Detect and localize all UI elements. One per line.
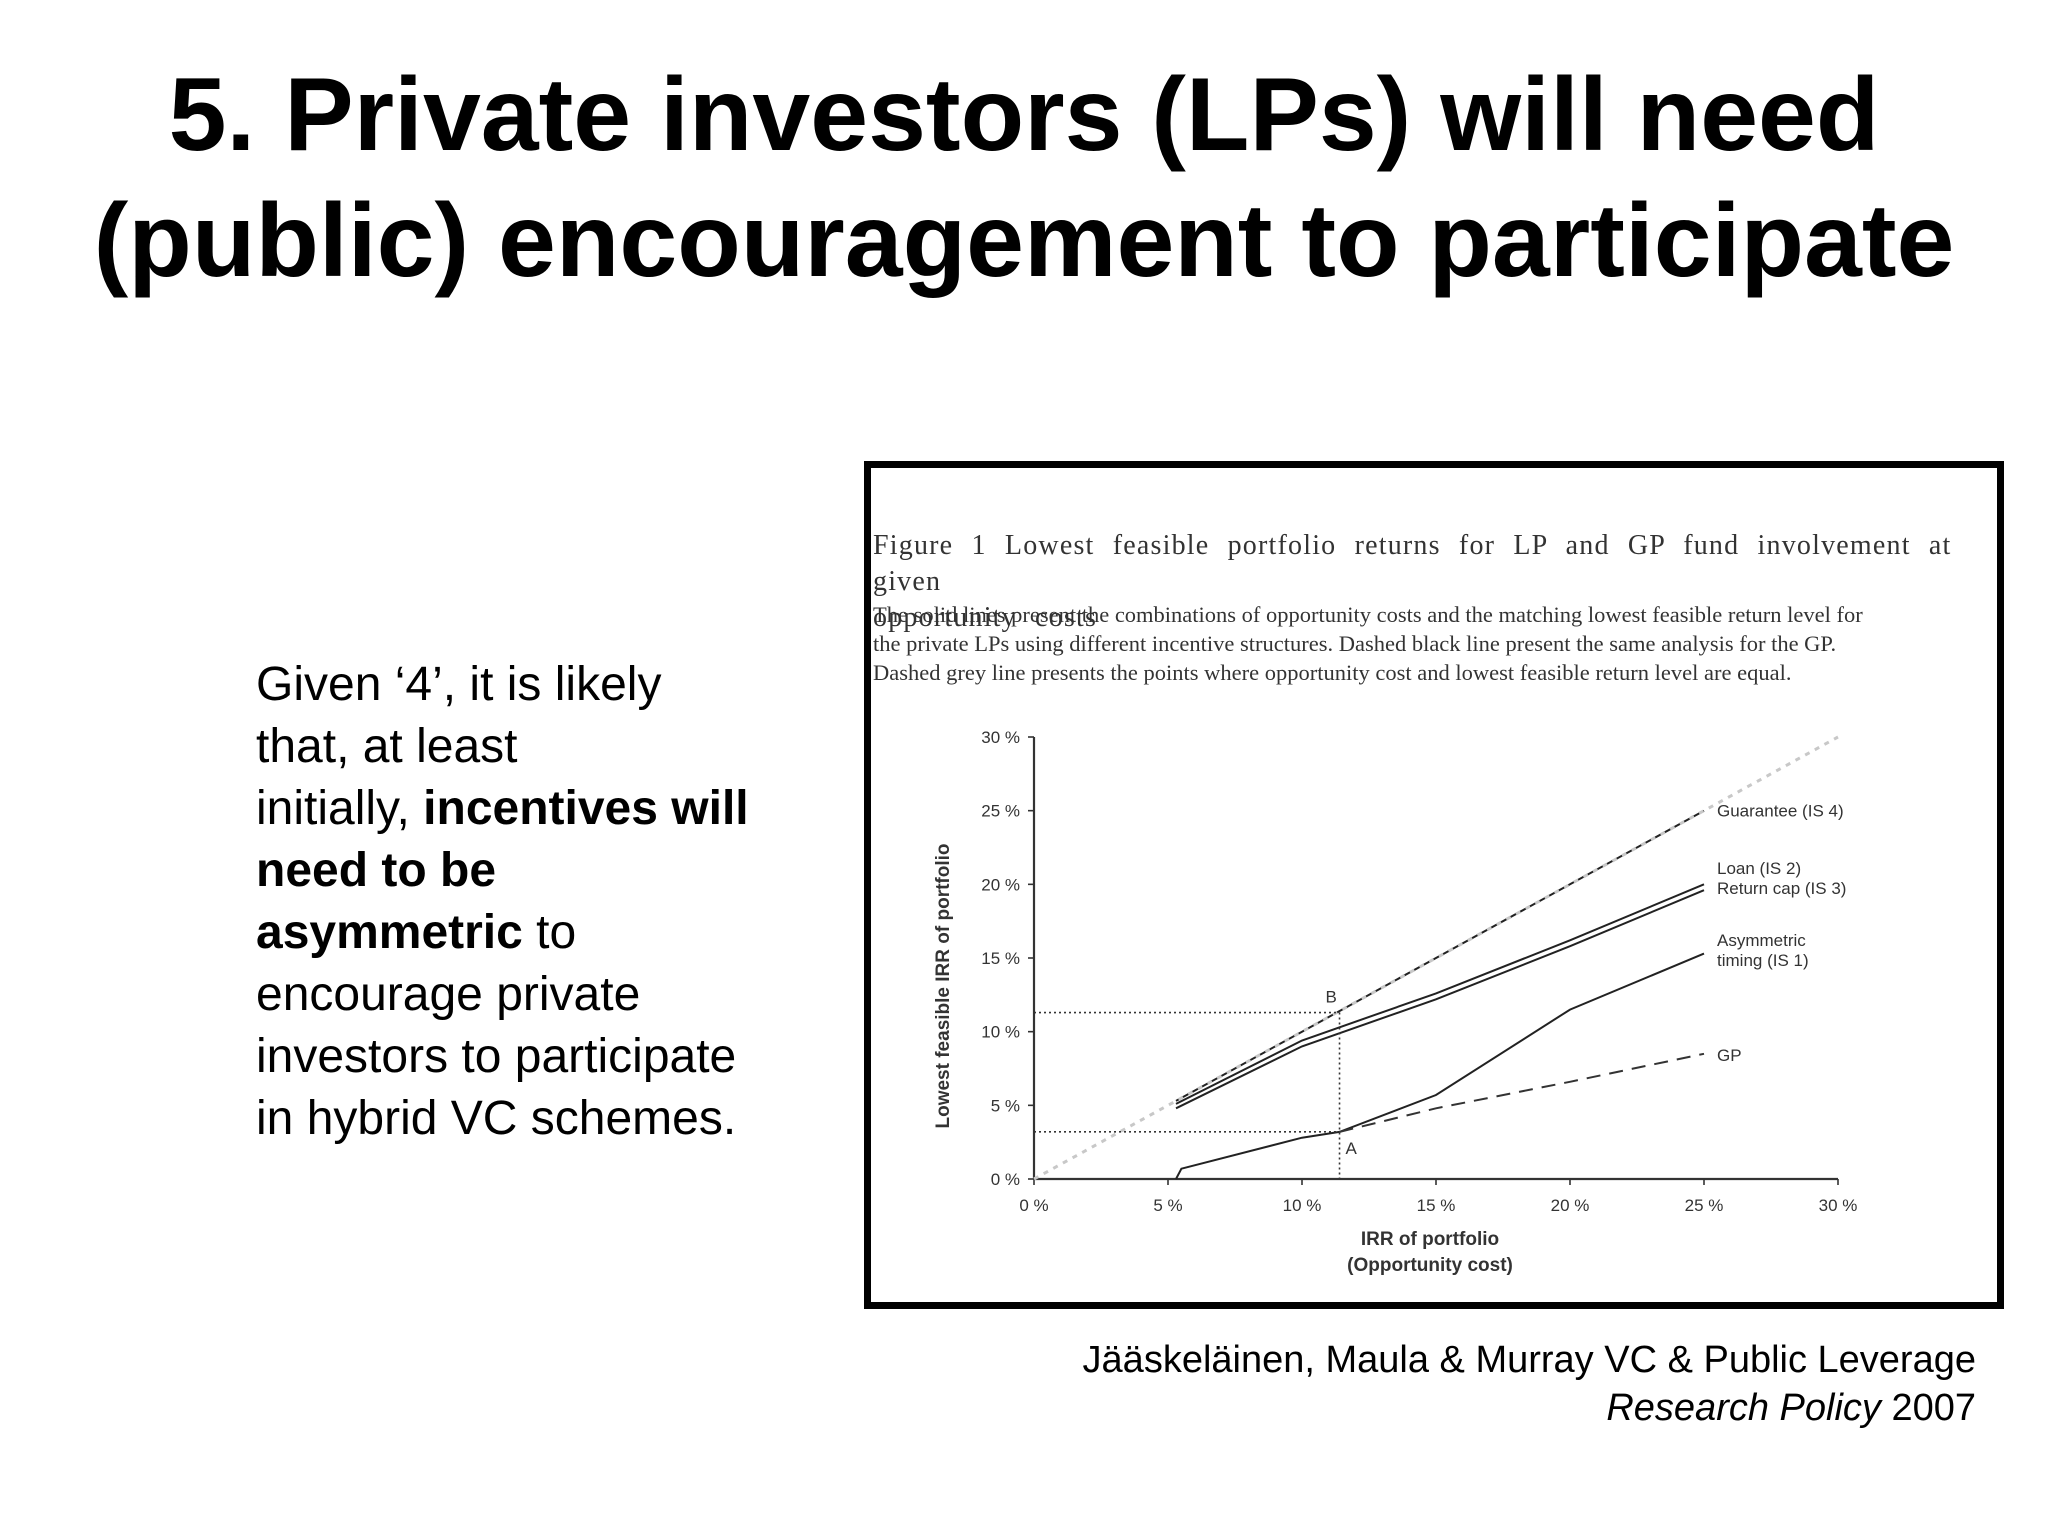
- citation: Jääskeläinen, Maula & Murray VC & Public…: [1000, 1336, 1976, 1432]
- body-bold-text: need to be: [256, 844, 497, 897]
- body-line: asymmetric to: [256, 902, 816, 964]
- body-bold-text: asymmetric: [256, 906, 523, 959]
- x-tick-label: 15 %: [1417, 1196, 1456, 1215]
- slide-title-line1: 5. Private investors (LPs) will need: [168, 57, 1880, 173]
- figure-caption-title-line: opportunity costs: [873, 602, 1098, 633]
- citation-line2: Research Policy 2007: [1000, 1384, 1976, 1432]
- series-label: Return cap (IS 3): [1717, 879, 1846, 898]
- y-tick-label: 10 %: [981, 1023, 1020, 1042]
- body-bold-text: incentives will: [423, 782, 749, 835]
- y-tick-label: 0 %: [991, 1170, 1020, 1189]
- body-line: investors to participate: [256, 1030, 737, 1083]
- body-line: in hybrid VC schemes.: [256, 1092, 737, 1145]
- x-axis-label-line2: (Opportunity cost): [1347, 1255, 1513, 1276]
- series-label: Guarantee (IS 4): [1717, 802, 1844, 821]
- annotation-a: A: [1346, 1139, 1358, 1158]
- body-line: encourage private: [256, 968, 641, 1021]
- body-line: initially, incentives will: [256, 778, 816, 840]
- x-tick-label: 0 %: [1019, 1196, 1048, 1215]
- citation-journal: Research Policy: [1606, 1387, 1881, 1429]
- body-line: that, at least: [256, 720, 518, 773]
- x-tick-label: 5 %: [1153, 1196, 1182, 1215]
- figure-frame: Figure 1 Lowest feasible portfolio retur…: [864, 461, 2004, 1309]
- body-line: need to be: [256, 840, 816, 902]
- figure-caption-note: The solid lines present the combinations…: [873, 600, 1993, 687]
- slide-title-line2: (public) encouragement to participate: [93, 183, 1955, 299]
- figure-caption-note-line: The solid lines present the combinations…: [873, 602, 1863, 627]
- citation-year: 2007: [1880, 1387, 1976, 1429]
- y-tick-label: 20 %: [981, 875, 1020, 894]
- series-line: [1175, 952, 1705, 1180]
- series-line: [1175, 889, 1705, 1110]
- annotation-b: B: [1326, 988, 1337, 1007]
- citation-line1: Jääskeläinen, Maula & Murray VC & Public…: [1082, 1339, 1976, 1381]
- y-axis-label: Lowest feasible IRR of portfolio: [933, 843, 954, 1128]
- y-tick-label: 25 %: [981, 802, 1020, 821]
- y-tick-label: 5 %: [991, 1096, 1020, 1115]
- y-tick-label: 30 %: [981, 728, 1020, 747]
- figure-caption-title-line: Figure 1 Lowest feasible portfolio retur…: [873, 530, 1952, 597]
- body-text: Given ‘4’, it is likely that, at least i…: [256, 654, 816, 1150]
- body-plain-text: to: [522, 906, 577, 959]
- body-plain-text: initially,: [256, 782, 424, 835]
- x-axis-label: IRR of portfolio: [1361, 1229, 1499, 1250]
- figure-caption-title: Figure 1 Lowest feasible portfolio retur…: [873, 528, 1997, 636]
- y-tick-label: 15 %: [981, 949, 1020, 968]
- slide-title: 5. Private investors (LPs) will need (pu…: [40, 52, 2008, 304]
- series-label: GP: [1717, 1046, 1742, 1065]
- series-label: timing (IS 1): [1717, 951, 1809, 970]
- x-tick-label: 25 %: [1685, 1196, 1724, 1215]
- series-label: Loan (IS 2): [1717, 859, 1801, 878]
- body-line: Given ‘4’, it is likely: [256, 658, 662, 711]
- series-label: Asymmetric: [1717, 931, 1806, 950]
- x-tick-label: 10 %: [1283, 1196, 1322, 1215]
- line-chart: 0 % 0 % 5 % 5 % 10 % 10 % 15 % 15 % 20 % 20 % 25 %…: [933, 728, 1858, 1276]
- figure-caption-note-line: Dashed grey line presents the points whe…: [873, 660, 1792, 685]
- x-tick-label: 20 %: [1551, 1196, 1590, 1215]
- figure-caption-note-line: the private LPs using different incentiv…: [873, 631, 1837, 656]
- x-tick-label: 30 %: [1819, 1196, 1858, 1215]
- series-line: [1175, 883, 1705, 1105]
- series-line-gp: [1339, 1052, 1705, 1133]
